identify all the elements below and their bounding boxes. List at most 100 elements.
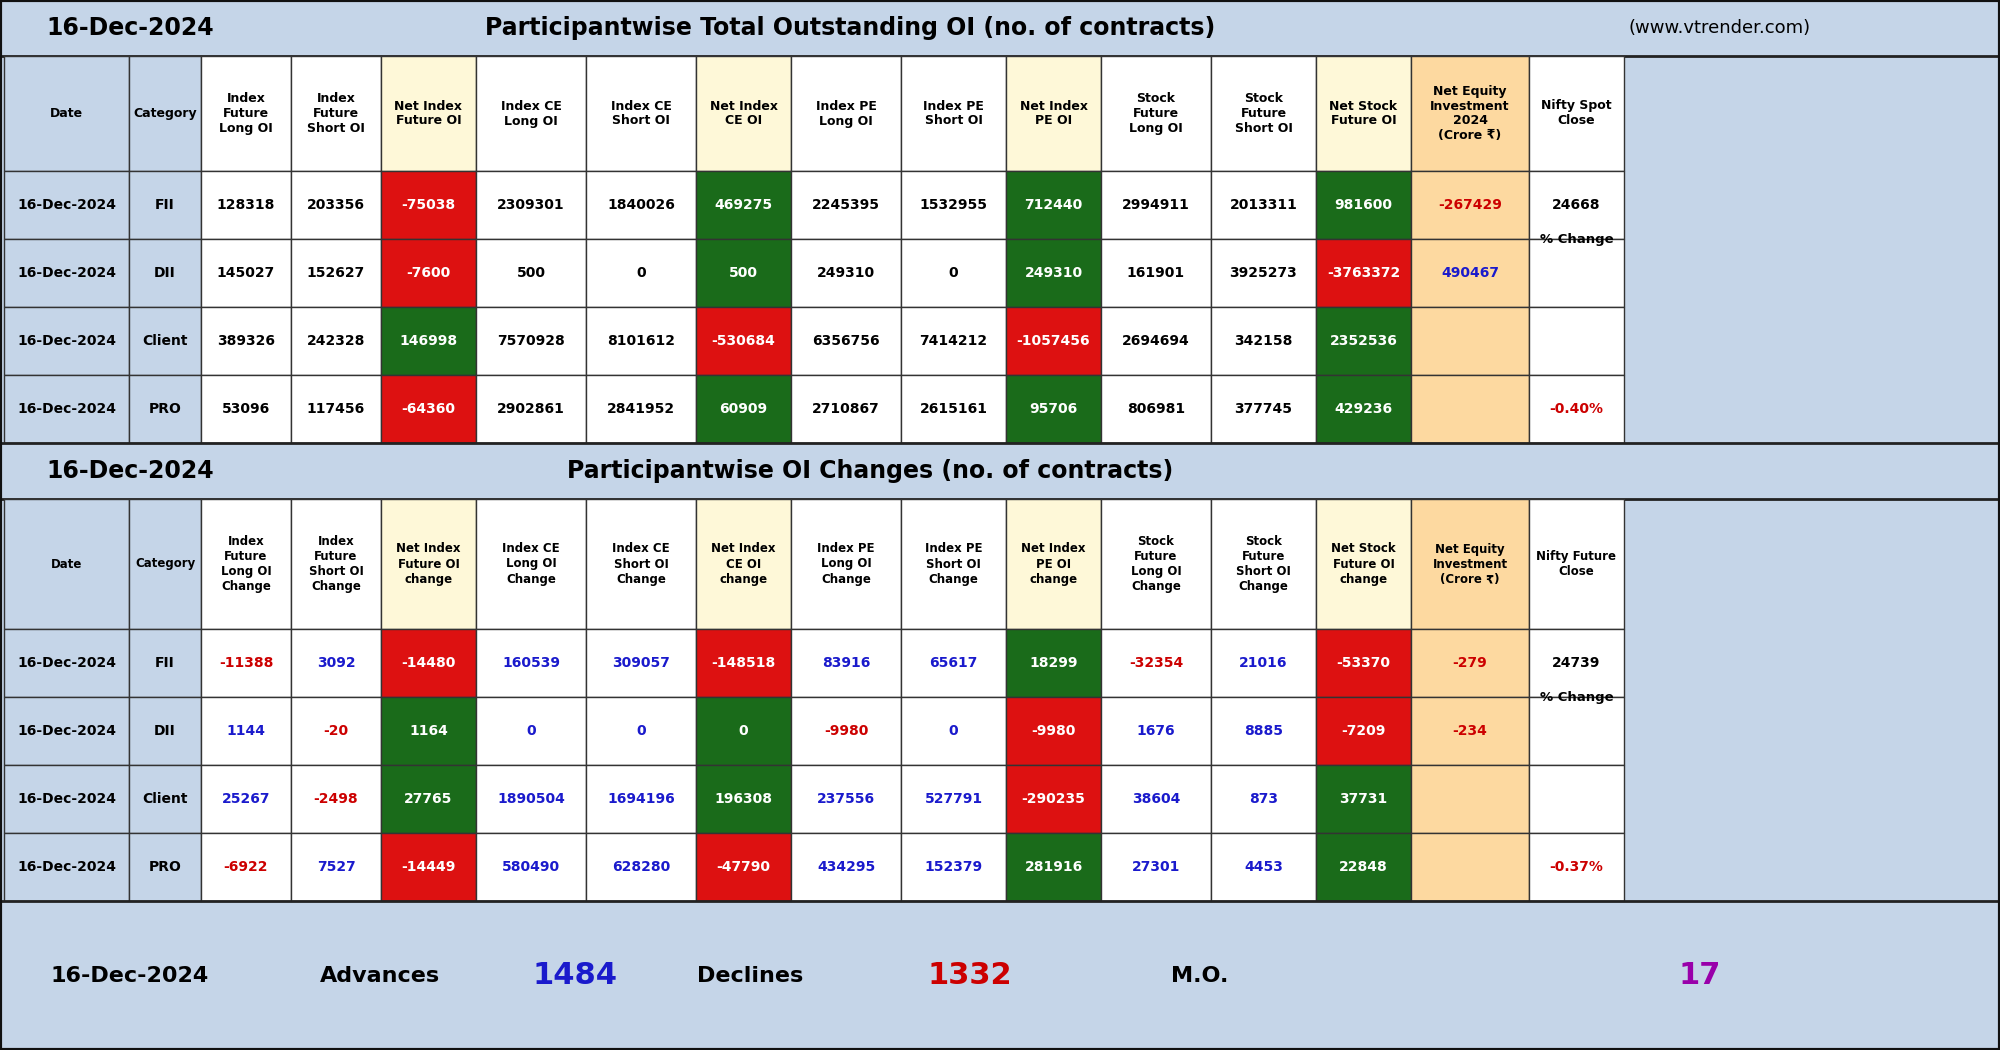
Text: Stock
Future
Long OI: Stock Future Long OI xyxy=(1130,92,1182,135)
Text: Stock
Future
Long OI
Change: Stock Future Long OI Change xyxy=(1130,536,1182,593)
Bar xyxy=(200,629,292,697)
Bar xyxy=(292,239,380,307)
Text: -530684: -530684 xyxy=(712,334,776,348)
Text: Participantwise OI Changes (no. of contracts): Participantwise OI Changes (no. of contr… xyxy=(566,459,1174,483)
Text: 712440: 712440 xyxy=(1024,198,1082,212)
Bar xyxy=(476,307,586,375)
Text: 24668: 24668 xyxy=(1552,198,1600,212)
Bar xyxy=(792,765,900,833)
Text: 469275: 469275 xyxy=(714,198,772,212)
Text: -279: -279 xyxy=(1452,656,1488,670)
Text: 16-Dec-2024: 16-Dec-2024 xyxy=(16,656,116,670)
Bar xyxy=(1100,307,1212,375)
Bar xyxy=(792,239,900,307)
Text: 22848: 22848 xyxy=(1340,860,1388,874)
Text: 3092: 3092 xyxy=(316,656,356,670)
Text: 203356: 203356 xyxy=(308,198,364,212)
Text: 16-Dec-2024: 16-Dec-2024 xyxy=(16,334,116,348)
Bar xyxy=(1316,375,1412,443)
Text: -53370: -53370 xyxy=(1336,656,1390,670)
Bar xyxy=(292,56,380,171)
Bar xyxy=(1006,171,1100,239)
Bar xyxy=(1530,375,1624,443)
Text: Index PE
Long OI: Index PE Long OI xyxy=(816,100,876,127)
Text: Category: Category xyxy=(134,558,196,570)
Bar xyxy=(200,765,292,833)
Text: Index CE
Long OI
Change: Index CE Long OI Change xyxy=(502,543,560,586)
Bar xyxy=(696,499,792,629)
Text: 1484: 1484 xyxy=(532,961,618,990)
Bar xyxy=(128,499,200,629)
Text: Net Equity
Investment
2024
(Crore ₹): Net Equity Investment 2024 (Crore ₹) xyxy=(1430,84,1510,143)
Text: 1164: 1164 xyxy=(410,724,448,738)
Text: 21016: 21016 xyxy=(1240,656,1288,670)
Bar xyxy=(292,833,380,901)
Text: 18299: 18299 xyxy=(1030,656,1078,670)
Text: 628280: 628280 xyxy=(612,860,670,874)
Bar xyxy=(1316,171,1412,239)
Text: -47790: -47790 xyxy=(716,860,770,874)
Text: 3925273: 3925273 xyxy=(1230,266,1298,280)
Text: PRO: PRO xyxy=(148,860,182,874)
Text: -0.40%: -0.40% xyxy=(1550,402,1604,416)
Text: -11388: -11388 xyxy=(218,656,274,670)
Text: 8885: 8885 xyxy=(1244,724,1284,738)
Bar xyxy=(200,375,292,443)
Bar xyxy=(380,697,476,765)
Bar xyxy=(4,629,128,697)
Bar xyxy=(128,629,200,697)
Text: -1057456: -1057456 xyxy=(1016,334,1090,348)
Text: -75038: -75038 xyxy=(402,198,456,212)
Text: 981600: 981600 xyxy=(1334,198,1392,212)
Text: 2013311: 2013311 xyxy=(1230,198,1298,212)
Bar xyxy=(4,171,128,239)
Text: 95706: 95706 xyxy=(1030,402,1078,416)
Bar xyxy=(792,307,900,375)
Bar xyxy=(1316,765,1412,833)
Text: Advances: Advances xyxy=(320,966,440,986)
Text: 377745: 377745 xyxy=(1234,402,1292,416)
Text: Index
Future
Long OI
Change: Index Future Long OI Change xyxy=(220,536,272,593)
Bar xyxy=(1530,307,1624,375)
Bar xyxy=(476,697,586,765)
Bar xyxy=(900,697,1006,765)
Text: -3763372: -3763372 xyxy=(1326,266,1400,280)
Text: 16-Dec-2024: 16-Dec-2024 xyxy=(16,266,116,280)
Text: 2694694: 2694694 xyxy=(1122,334,1190,348)
Bar xyxy=(128,697,200,765)
Text: 27765: 27765 xyxy=(404,792,452,806)
Text: -234: -234 xyxy=(1452,724,1488,738)
Bar xyxy=(1412,765,1530,833)
Bar xyxy=(586,56,696,171)
Text: 128318: 128318 xyxy=(216,198,276,212)
Bar xyxy=(792,833,900,901)
Bar xyxy=(696,171,792,239)
Bar xyxy=(1006,833,1100,901)
Text: Nifty Future
Close: Nifty Future Close xyxy=(1536,550,1616,578)
Bar xyxy=(1412,697,1530,765)
Text: % Change: % Change xyxy=(1540,232,1614,246)
Bar xyxy=(792,629,900,697)
Text: Participantwise Total Outstanding OI (no. of contracts): Participantwise Total Outstanding OI (no… xyxy=(484,16,1216,40)
Bar xyxy=(476,375,586,443)
Text: 1676: 1676 xyxy=(1136,724,1176,738)
Bar xyxy=(900,239,1006,307)
Bar xyxy=(476,765,586,833)
Bar xyxy=(128,56,200,171)
Text: Stock
Future
Short OI
Change: Stock Future Short OI Change xyxy=(1236,536,1290,593)
Bar xyxy=(380,499,476,629)
Text: Net Index
PE OI
change: Net Index PE OI change xyxy=(1022,543,1086,586)
Bar xyxy=(586,307,696,375)
Bar xyxy=(696,239,792,307)
Bar xyxy=(1530,239,1624,307)
Text: Index
Future
Long OI: Index Future Long OI xyxy=(220,92,272,135)
Text: 16-Dec-2024: 16-Dec-2024 xyxy=(16,198,116,212)
Bar xyxy=(900,56,1006,171)
Text: 38604: 38604 xyxy=(1132,792,1180,806)
Text: 8101612: 8101612 xyxy=(608,334,676,348)
Bar xyxy=(200,307,292,375)
Text: Net Stock
Future OI: Net Stock Future OI xyxy=(1330,100,1398,127)
Text: 17: 17 xyxy=(1678,961,1722,990)
Text: Net Equity
Investment
(Crore ₹): Net Equity Investment (Crore ₹) xyxy=(1432,543,1508,586)
Text: 25267: 25267 xyxy=(222,792,270,806)
